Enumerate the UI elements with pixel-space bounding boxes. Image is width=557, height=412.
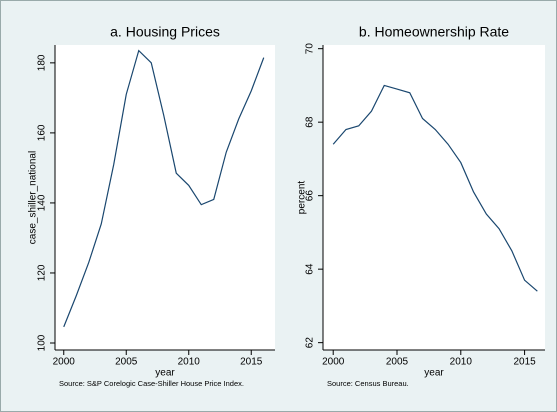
data-line (332, 84, 538, 292)
y-tick-label: 160 (37, 124, 48, 141)
y-axis-title: case_shiller_national (28, 151, 39, 244)
x-tick-label: 2010 (178, 357, 201, 368)
y-axis-title: percent (297, 181, 308, 215)
y-tick-label: 62 (305, 337, 316, 349)
y-tick-label: 68 (305, 116, 316, 128)
y-tick-label: 140 (37, 194, 48, 211)
data-line (63, 49, 265, 328)
y-tick-label: 180 (37, 54, 48, 71)
x-axis-title: year (424, 368, 444, 379)
source-note: Source: Census Bureau. (327, 379, 409, 388)
x-tick-label: 2010 (450, 357, 473, 368)
y-tick-label: 120 (37, 264, 48, 281)
y-tick-label: 70 (305, 43, 316, 55)
x-tick-label: 2015 (240, 357, 263, 368)
y-tick-label: 100 (37, 334, 48, 351)
x-axis-title: year (155, 368, 175, 379)
y-tick-label: 66 (305, 190, 316, 202)
x-tick-label: 2015 (513, 357, 536, 368)
panel-title: b. Homeownership Rate (359, 24, 509, 40)
x-tick-label: 2005 (115, 357, 138, 368)
plot-area (323, 45, 545, 350)
x-tick-label: 2005 (386, 357, 409, 368)
panel-title: a. Housing Prices (110, 24, 220, 40)
x-tick-label: 2000 (322, 357, 345, 368)
x-tick-label: 2000 (53, 357, 76, 368)
plot-area (55, 45, 275, 350)
source-note: Source: S&P Corelogic Case-Shiller House… (59, 379, 244, 388)
y-tick-label: 64 (305, 263, 316, 275)
